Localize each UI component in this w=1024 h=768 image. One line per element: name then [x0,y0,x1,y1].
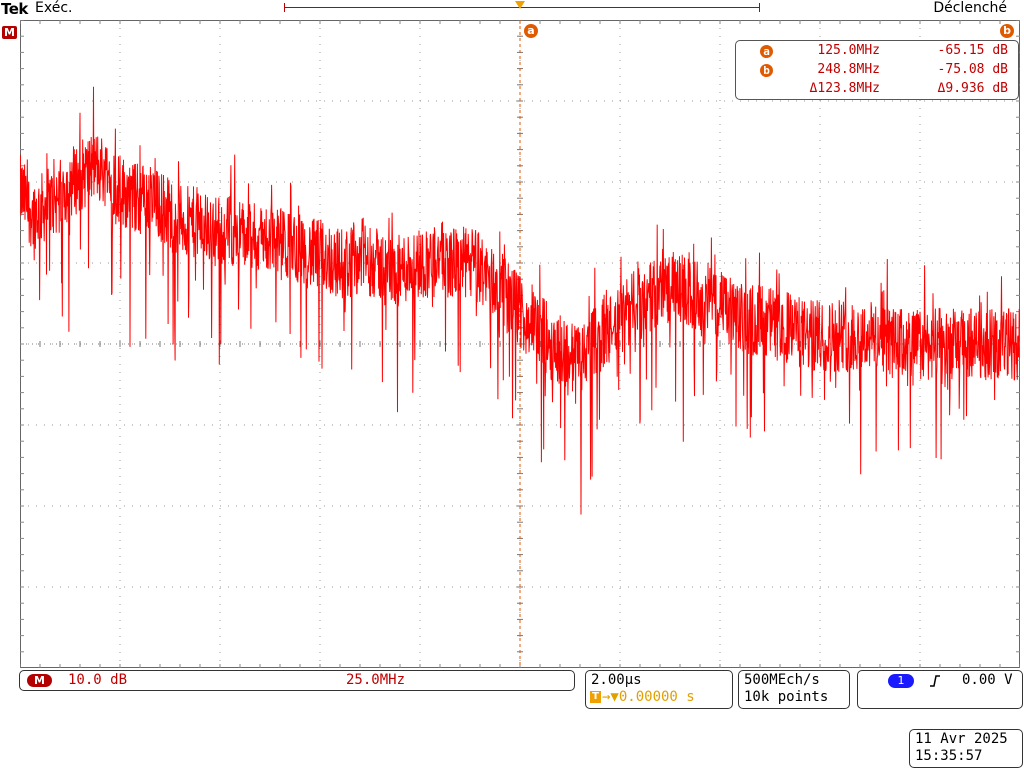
math-reference-marker[interactable]: M [2,26,17,39]
record-bar-right-tick [759,3,760,12]
waveform-graticule[interactable] [20,20,1020,668]
math-center-frequency: 25.0MHz [346,672,406,688]
trigger-state-label: Déclenché [933,0,1007,16]
cursor-a-badge-icon: a [760,45,773,58]
cursor-delta-readout-row: Δ123.8MHz Δ9.936 dB [736,81,1018,99]
horizontal-scale: 2.00µs [591,672,642,688]
spectrum-trace [20,86,1020,515]
cursor-b-readout-row: b 248.8MHz -75.08 dB [736,62,1018,80]
run-state-label: Exéc. [35,0,73,16]
cursor-a-readout-row: a 125.0MHz -65.15 dB [736,43,1018,61]
math-settings-panel[interactable]: M 10.0 dB 25.0MHz [19,670,575,691]
cursor-readout-box: a 125.0MHz -65.15 dB b 248.8MHz -75.08 d… [735,40,1019,100]
trigger-source-badge: 1 [888,674,914,688]
record-bar-left-tick [284,3,285,12]
rising-edge-icon [930,675,940,687]
math-channel-badge: M [27,674,52,687]
cursor-a-frequency: 125.0MHz [817,43,880,58]
cursor-delta-level: Δ9.936 dB [937,81,1008,96]
cursor-delta-frequency: Δ123.8MHz [809,81,880,96]
trigger-position-value: →▼0.00000 s [602,689,695,705]
time-label: 15:35:57 [915,748,983,764]
trigger-panel[interactable]: 1 0.00 V [857,670,1023,709]
math-scale-value: 10.0 dB [68,672,128,688]
trigger-position-marker-icon[interactable] [515,1,525,9]
timebase-panel[interactable]: 2.00µs T →▼0.00000 s [585,670,733,709]
datetime-panel: 11 Avr 2025 15:35:57 [909,729,1023,768]
sample-rate: 500MEch/s [744,672,820,688]
trigger-position-t-icon: T [590,691,601,703]
brand-logo: Tek [1,0,28,18]
cursor-b-badge-icon: b [760,64,773,77]
cursor-b-marker[interactable]: b [1000,24,1014,38]
acquisition-panel[interactable]: 500MEch/s 10k points [738,670,850,709]
trigger-level: 0.00 V [962,672,1013,688]
record-length: 10k points [744,689,829,705]
cursor-b-level: -75.08 dB [937,62,1008,77]
cursor-a-level: -65.15 dB [937,43,1008,58]
date-label: 11 Avr 2025 [915,731,1008,747]
cursor-b-frequency: 248.8MHz [817,62,880,77]
cursor-a-marker[interactable]: a [524,24,538,38]
